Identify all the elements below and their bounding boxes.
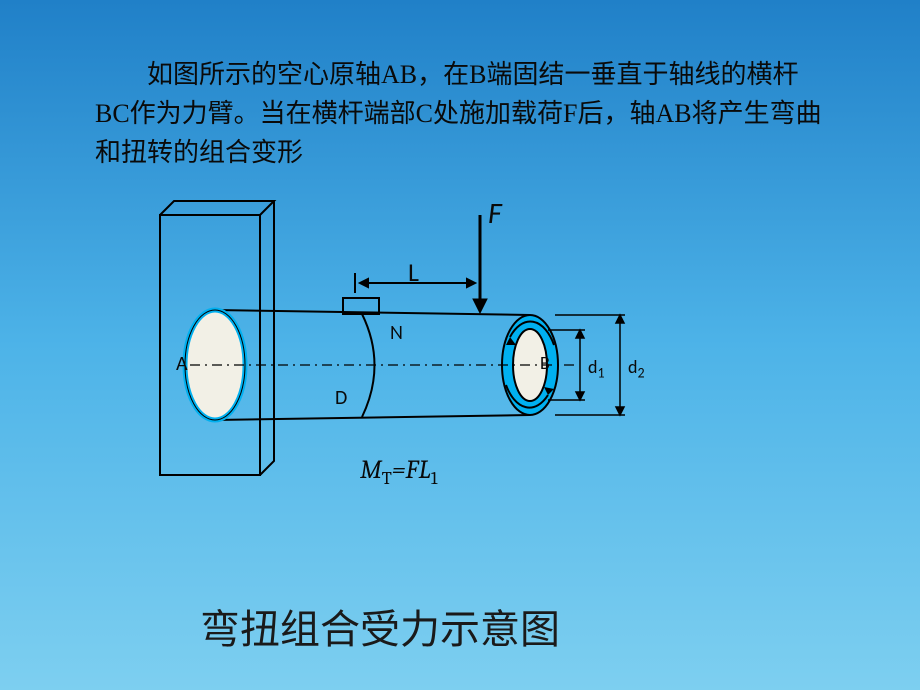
label-d2: d2 — [628, 356, 645, 382]
label-A: A — [176, 352, 188, 376]
label-B: B — [540, 352, 550, 374]
force-arrow — [473, 215, 487, 313]
label-d1: d1 — [588, 356, 605, 382]
description-paragraph: 如图所示的空心原轴AB，在B端固结一垂直于轴线的横杆BC作为力臂。当在横杆端部C… — [95, 55, 825, 172]
label-L: L — [408, 256, 419, 288]
label-D: D — [335, 386, 347, 410]
torque-formula: MT=FL1 — [360, 455, 437, 489]
label-N: N — [390, 321, 403, 345]
label-F: F — [488, 195, 502, 232]
figure-caption: 弯扭组合受力示意图 — [200, 597, 560, 655]
